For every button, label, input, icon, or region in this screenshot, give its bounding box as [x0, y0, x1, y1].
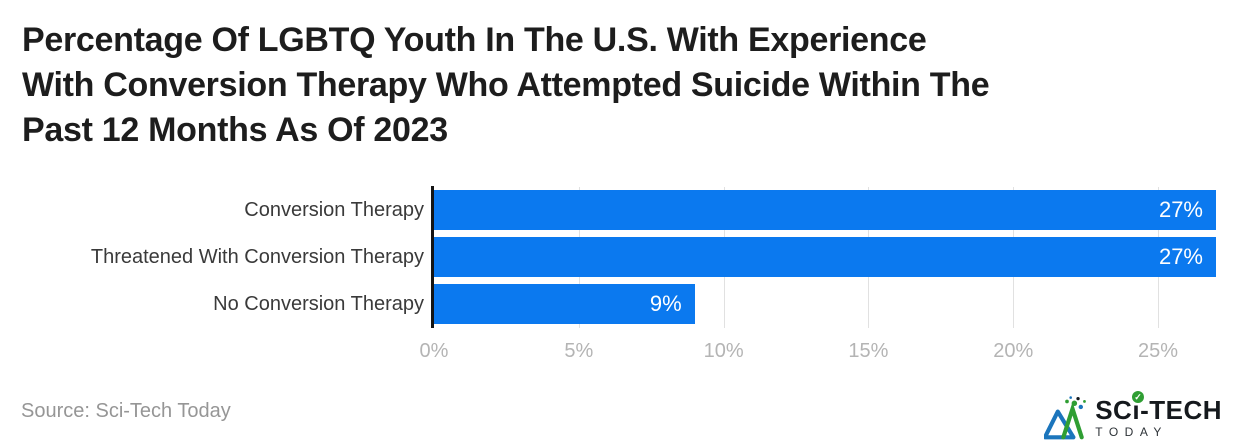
chart-title-line-2: With Conversion Therapy Who Attempted Su… [22, 66, 990, 104]
bar-value-label: 27% [1158, 197, 1203, 222]
plot-area: 27% 27% 9% [434, 187, 1216, 328]
brand-i-glyph: ı [1132, 395, 1141, 425]
category-label-threatened-with-conversion-therapy: Threatened With Conversion Therapy [90, 245, 424, 268]
bar-value-label: 9% [649, 291, 682, 316]
check-icon: ✓ [1132, 391, 1145, 403]
bar-no-conversion-therapy[interactable]: 9% [434, 284, 695, 324]
scitech-logo-mark-icon [1044, 396, 1087, 440]
brand-i: ✓ ı [1132, 391, 1145, 425]
chart-title: Percentage Of LGBTQ Youth In The U.S. Wi… [22, 18, 1217, 153]
bar-value-label: 27% [1158, 244, 1203, 269]
scitech-logo: SC ✓ ı-TECH TODAY [1044, 391, 1222, 443]
x-tick-20pct: 20% [993, 340, 1034, 362]
x-tick-25pct: 25% [1138, 340, 1179, 362]
source-attribution: Source: Sci-Tech Today [21, 400, 231, 422]
y-axis-line [431, 186, 434, 328]
x-tick-0pct: 0% [419, 340, 449, 362]
bar-conversion-therapy[interactable]: 27% [434, 190, 1216, 230]
scitech-brand-name: SC ✓ ı-TECH [1095, 391, 1222, 425]
brand-suffix: -TECH [1140, 395, 1222, 425]
category-label-no-conversion-therapy: No Conversion Therapy [213, 292, 424, 315]
brand-prefix: SC [1095, 395, 1133, 425]
chart-title-line-3: Past 12 Months As Of 2023 [22, 111, 448, 149]
bar-threatened-with-conversion-therapy[interactable]: 27% [434, 237, 1216, 277]
x-tick-5pct: 5% [564, 340, 594, 362]
category-label-conversion-therapy: Conversion Therapy [244, 198, 424, 221]
scitech-brand-subtext: TODAY [1095, 425, 1168, 439]
x-tick-10pct: 10% [703, 340, 744, 362]
scitech-logo-text: SC ✓ ı-TECH TODAY [1095, 391, 1222, 439]
category-axis: Conversion Therapy Threatened With Conve… [0, 187, 424, 328]
chart-title-line-1: Percentage Of LGBTQ Youth In The U.S. Wi… [22, 21, 927, 59]
x-tick-15pct: 15% [848, 340, 889, 362]
x-axis: 0% 5% 10% 15% 20% 25% [420, 340, 1216, 366]
